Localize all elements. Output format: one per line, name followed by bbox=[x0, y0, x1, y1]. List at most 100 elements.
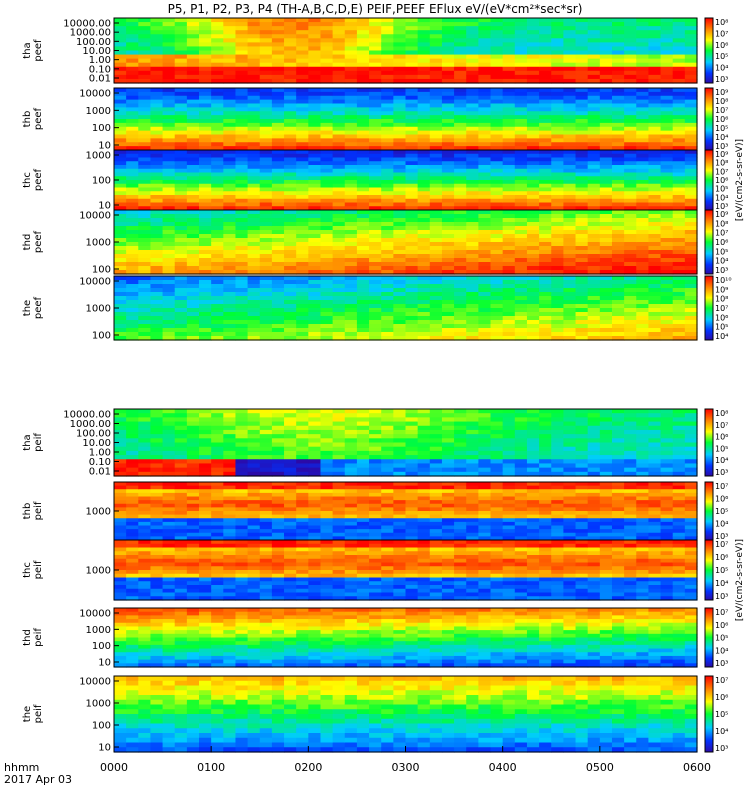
heatmap-cell bbox=[126, 489, 139, 494]
heatmap-cell bbox=[551, 467, 564, 473]
heatmap-cell bbox=[271, 206, 285, 211]
heatmap-cell bbox=[526, 202, 540, 207]
heatmap-cell bbox=[441, 413, 455, 418]
heatmap-cell bbox=[150, 58, 164, 64]
heatmap-cell bbox=[296, 91, 309, 97]
panel-the-peef: the peef10000100010010¹⁰10⁹10⁸10⁷10⁶10⁵10… bbox=[22, 275, 732, 342]
heatmap-cell bbox=[186, 459, 200, 465]
heatmap-cell bbox=[162, 492, 176, 498]
heatmap-cell bbox=[490, 308, 504, 313]
heatmap-cell bbox=[490, 316, 504, 321]
heatmap-cell bbox=[672, 165, 686, 170]
heatmap-cell bbox=[271, 62, 285, 68]
heatmap-cell bbox=[454, 434, 467, 439]
heatmap-cell bbox=[672, 62, 686, 68]
heatmap-cell bbox=[575, 300, 589, 305]
heatmap-cell bbox=[551, 442, 564, 448]
heatmap-cell bbox=[478, 172, 492, 177]
heatmap-cell bbox=[539, 446, 552, 452]
heatmap-cell bbox=[502, 409, 516, 414]
heatmap-cell bbox=[648, 58, 662, 64]
heatmap-cell bbox=[138, 280, 152, 285]
heatmap-cell bbox=[174, 218, 188, 223]
heatmap-cell bbox=[648, 258, 662, 263]
heatmap-cell bbox=[235, 183, 249, 189]
heatmap-cell bbox=[575, 26, 589, 31]
colorbar-tick-label: 10⁸ bbox=[715, 295, 728, 304]
heatmap-cell bbox=[684, 276, 698, 281]
heatmap-cell bbox=[114, 26, 127, 31]
heatmap-cell bbox=[405, 304, 419, 309]
heatmap-cell bbox=[429, 276, 443, 281]
heatmap-cell bbox=[344, 425, 358, 431]
heatmap-cell bbox=[417, 230, 431, 235]
heatmap-cell bbox=[429, 336, 443, 341]
heatmap-cell bbox=[539, 30, 552, 35]
heatmap-cell bbox=[271, 91, 285, 97]
heatmap-cell bbox=[466, 130, 479, 136]
heatmap-cell bbox=[235, 529, 249, 534]
heatmap-cell bbox=[223, 316, 237, 321]
heatmap-cell bbox=[514, 246, 528, 251]
heatmap-cell bbox=[624, 417, 637, 423]
heatmap-cell bbox=[684, 122, 698, 128]
heatmap-cell bbox=[466, 206, 479, 211]
heatmap-cell bbox=[454, 122, 467, 128]
heatmap-cell bbox=[381, 230, 394, 235]
heatmap-cell bbox=[405, 254, 419, 259]
heatmap-cell bbox=[599, 111, 613, 116]
heatmap-cell bbox=[502, 434, 516, 439]
heatmap-cell bbox=[636, 157, 650, 162]
heatmap-cell bbox=[393, 42, 407, 48]
heatmap-cell bbox=[162, 195, 176, 200]
heatmap-cell bbox=[174, 276, 188, 281]
heatmap-cell bbox=[539, 328, 552, 333]
heatmap-cell bbox=[150, 292, 164, 297]
heatmap-cell bbox=[344, 111, 358, 116]
heatmap-cell bbox=[624, 172, 637, 177]
heatmap-cell bbox=[672, 180, 686, 185]
heatmap-cell bbox=[672, 78, 686, 84]
heatmap-cell bbox=[114, 296, 127, 301]
heatmap-cell bbox=[381, 66, 394, 72]
heatmap-cell bbox=[478, 438, 492, 444]
heatmap-cell bbox=[648, 165, 662, 170]
heatmap-cell bbox=[114, 195, 127, 200]
heatmap-cell bbox=[211, 78, 224, 84]
heatmap-cell bbox=[526, 115, 540, 120]
heatmap-cell bbox=[660, 62, 674, 68]
heatmap-cell bbox=[599, 202, 613, 207]
heatmap-cell bbox=[114, 38, 127, 43]
heatmap-cell bbox=[526, 413, 540, 418]
heatmap-cell bbox=[636, 119, 650, 124]
heatmap-cell bbox=[648, 22, 662, 27]
heatmap-cell bbox=[296, 471, 309, 477]
heatmap-cell bbox=[332, 195, 346, 200]
heatmap-cell bbox=[526, 288, 540, 293]
heatmap-cell bbox=[551, 417, 564, 423]
heatmap-cell bbox=[672, 146, 686, 151]
heatmap-cell bbox=[284, 42, 297, 48]
heatmap-cell bbox=[490, 296, 504, 301]
heatmap-cell bbox=[405, 91, 419, 97]
heatmap-cell bbox=[405, 66, 419, 72]
heatmap-cell bbox=[684, 62, 698, 68]
heatmap-cell bbox=[587, 66, 601, 72]
heatmap-cell bbox=[235, 425, 249, 431]
heatmap-cell bbox=[478, 176, 492, 181]
heatmap-cell bbox=[441, 308, 455, 313]
heatmap-cell bbox=[466, 421, 479, 427]
heatmap-cell bbox=[648, 254, 662, 259]
heatmap-cell bbox=[320, 70, 334, 76]
heatmap-cell bbox=[284, 202, 297, 207]
heatmap-cell bbox=[223, 421, 237, 427]
heatmap-cell bbox=[611, 336, 625, 341]
heatmap-cell bbox=[259, 119, 273, 124]
heatmap-cell bbox=[162, 500, 176, 505]
heatmap-cell bbox=[162, 191, 176, 196]
heatmap-cell bbox=[308, 455, 322, 460]
heatmap-cell bbox=[587, 30, 601, 35]
heatmap-cell bbox=[162, 328, 176, 333]
heatmap-cell bbox=[296, 103, 309, 108]
